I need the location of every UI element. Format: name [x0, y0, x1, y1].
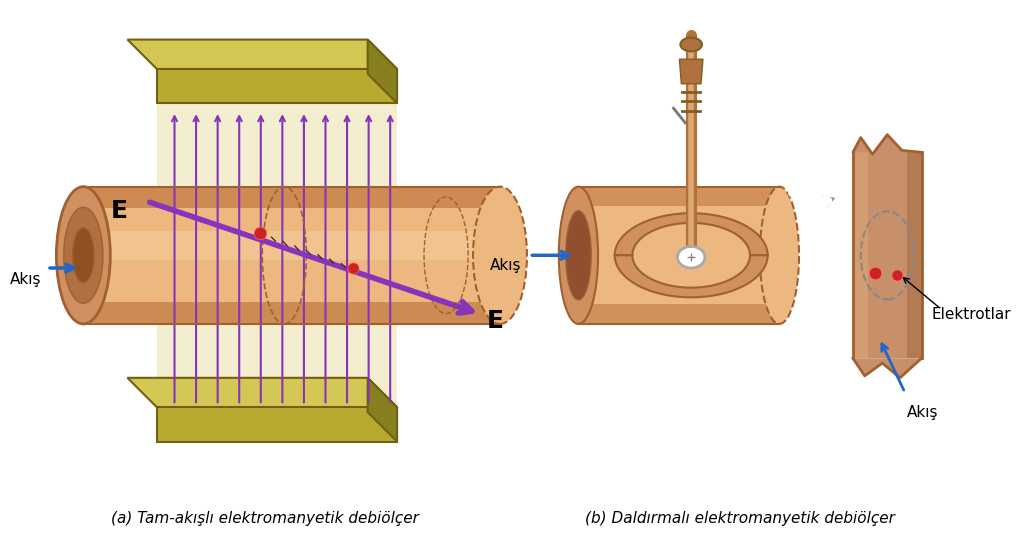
Text: E: E	[112, 199, 128, 223]
Text: Akış: Akış	[907, 405, 938, 420]
Polygon shape	[157, 407, 397, 442]
Polygon shape	[157, 69, 397, 103]
Ellipse shape	[565, 211, 591, 300]
Polygon shape	[579, 305, 779, 324]
Ellipse shape	[56, 187, 111, 324]
Polygon shape	[83, 187, 500, 208]
Ellipse shape	[473, 187, 527, 324]
Polygon shape	[83, 302, 500, 324]
Ellipse shape	[559, 187, 598, 324]
Text: E: E	[486, 309, 504, 333]
Polygon shape	[368, 378, 397, 442]
Ellipse shape	[73, 228, 94, 283]
Polygon shape	[157, 103, 397, 407]
Polygon shape	[127, 378, 397, 407]
Polygon shape	[853, 152, 922, 358]
Polygon shape	[853, 134, 922, 154]
Polygon shape	[579, 187, 779, 324]
Polygon shape	[368, 40, 397, 103]
Text: (b) Daldırmalı elektromanyetik debiölçer: (b) Daldırmalı elektromanyetik debiölçer	[586, 511, 895, 526]
Polygon shape	[853, 152, 867, 358]
Polygon shape	[614, 255, 768, 298]
Polygon shape	[579, 187, 779, 206]
Polygon shape	[679, 59, 702, 84]
Polygon shape	[83, 231, 500, 260]
Text: Akış: Akış	[10, 272, 41, 287]
Ellipse shape	[680, 38, 702, 51]
Polygon shape	[853, 358, 922, 378]
Ellipse shape	[63, 207, 103, 303]
Polygon shape	[127, 40, 397, 69]
Text: (a) Tam-akışlı elektromanyetik debiölçer: (a) Tam-akışlı elektromanyetik debiölçer	[111, 511, 419, 526]
Ellipse shape	[678, 246, 705, 268]
Polygon shape	[907, 152, 922, 358]
Polygon shape	[83, 187, 500, 324]
Polygon shape	[614, 213, 768, 255]
Text: Elektrotlar: Elektrotlar	[932, 307, 1011, 322]
Text: Akış: Akış	[490, 258, 521, 273]
Ellipse shape	[760, 187, 799, 324]
